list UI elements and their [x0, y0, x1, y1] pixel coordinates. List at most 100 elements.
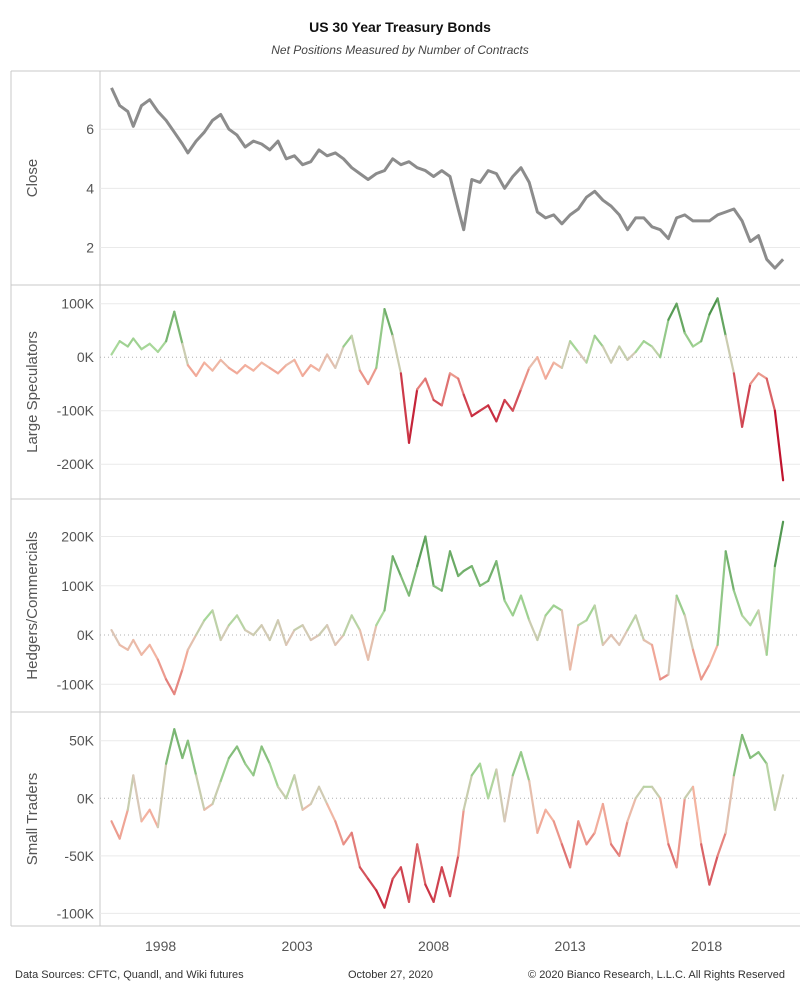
series-segment — [487, 560, 498, 583]
series-segment — [293, 624, 304, 632]
series-segment — [165, 678, 176, 696]
series-segment — [432, 398, 443, 407]
series-segment — [765, 377, 777, 412]
series-segment — [317, 624, 329, 637]
series-segment — [609, 843, 621, 857]
series-segment — [326, 802, 337, 823]
series-segment — [724, 550, 736, 592]
series-segment — [252, 745, 263, 777]
series-segment — [700, 313, 711, 343]
series-segment — [765, 762, 777, 811]
series-segment — [276, 364, 288, 375]
series-segment — [148, 643, 159, 661]
series-segment — [568, 624, 580, 671]
series-segment — [148, 342, 159, 353]
series-segment — [211, 358, 222, 372]
series-segment — [609, 633, 621, 647]
y-tick-label: 200K — [61, 529, 94, 545]
series-segment — [683, 614, 695, 651]
series-segment — [478, 579, 490, 587]
y-tick-label: 0K — [77, 349, 95, 365]
series-segment — [503, 599, 514, 617]
series-segment — [560, 340, 572, 369]
series-segment — [211, 609, 222, 642]
series-segment — [495, 768, 506, 823]
series-segment — [626, 797, 637, 823]
series-segment — [683, 332, 695, 348]
series-segment — [148, 808, 159, 829]
series-segment — [724, 774, 736, 834]
series-segment — [383, 308, 394, 337]
series-segment — [334, 820, 345, 846]
series-segment — [740, 614, 752, 627]
series-line-close — [110, 87, 785, 270]
series-segment — [195, 619, 206, 637]
series-segment — [593, 604, 605, 647]
series-segment — [309, 364, 321, 372]
series-segment — [642, 638, 654, 647]
series-segment — [350, 614, 361, 632]
series-segment — [740, 733, 752, 760]
series-segment — [749, 372, 760, 386]
series-segment — [173, 668, 184, 696]
series-segment — [544, 808, 555, 823]
series-segment — [203, 361, 214, 372]
series-segment — [618, 820, 629, 857]
series-segment — [634, 785, 645, 800]
series-segment — [585, 604, 596, 622]
series-segment — [235, 745, 247, 765]
series-segment — [260, 361, 271, 369]
series-segment — [156, 762, 168, 829]
series-segment — [536, 614, 547, 642]
series-segment — [740, 382, 752, 428]
series-segment — [309, 633, 321, 642]
series-segment — [503, 398, 514, 412]
series-segment — [285, 358, 296, 367]
series-segment — [342, 334, 353, 348]
series-segment — [440, 550, 452, 592]
series-segment — [511, 388, 523, 412]
series-segment — [391, 555, 402, 578]
series-segment — [383, 877, 394, 909]
series-segment — [642, 340, 654, 348]
y-tick-label: -100K — [57, 403, 95, 419]
x-tick-label: 2013 — [555, 938, 586, 954]
series-segment — [650, 345, 662, 359]
series-segment — [536, 356, 547, 380]
y-tick-label: 50K — [69, 733, 95, 749]
series-segment — [165, 310, 176, 343]
series-segment — [511, 751, 523, 777]
series-segment — [577, 350, 588, 364]
series-segment — [173, 310, 184, 345]
series-segment — [118, 340, 129, 348]
series-segment — [773, 774, 785, 811]
series-segment — [399, 372, 411, 444]
series-segment — [358, 369, 370, 386]
series-segment — [260, 745, 271, 765]
series-segment — [448, 854, 460, 898]
series-segment — [626, 614, 637, 632]
series-segment — [552, 604, 564, 612]
series-segment — [519, 751, 531, 783]
series-segment — [156, 340, 168, 353]
series-segment — [407, 843, 419, 904]
series-segment — [293, 774, 304, 811]
series-segment — [675, 594, 686, 617]
series-segment — [716, 550, 727, 647]
y-tick-label: 2 — [86, 239, 94, 255]
series-segment — [667, 594, 678, 676]
series-segment — [407, 388, 419, 444]
series-segment — [457, 377, 465, 396]
y-tick-label: 0K — [77, 627, 95, 643]
series-segment — [219, 624, 230, 642]
series-segment — [317, 785, 329, 806]
series-segment — [326, 624, 337, 647]
series-segment — [132, 337, 143, 351]
y-tick-label: 6 — [86, 121, 94, 137]
x-tick-label: 1998 — [145, 938, 176, 954]
series-segment — [585, 831, 596, 846]
series-segment — [634, 340, 645, 353]
y-axis-title: Small Traders — [24, 773, 41, 866]
series-segment — [416, 843, 427, 886]
